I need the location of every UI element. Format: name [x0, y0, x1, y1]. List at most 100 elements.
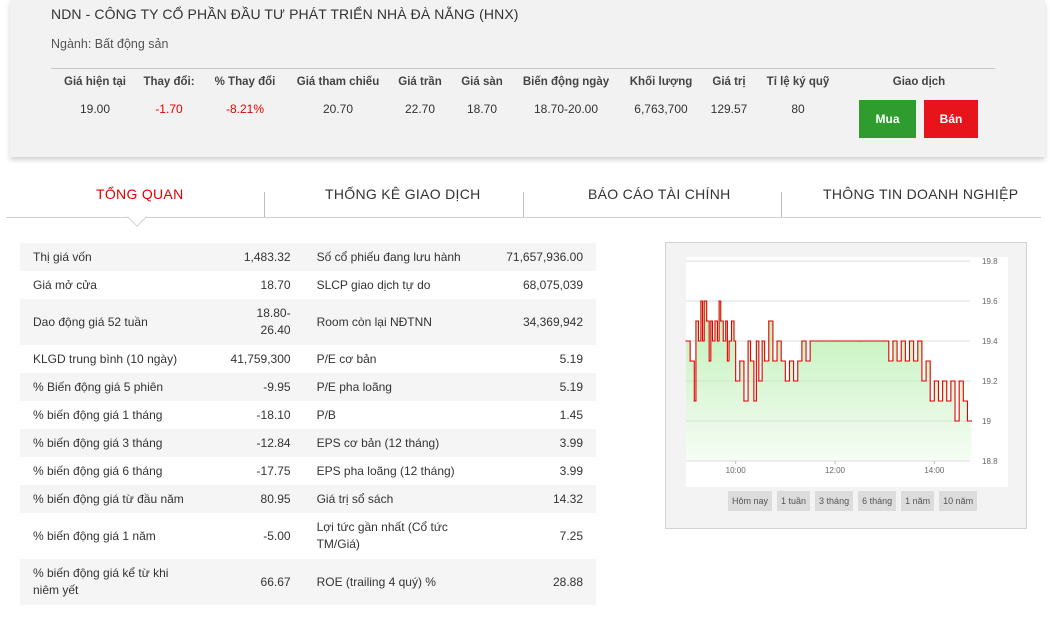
price-point [970, 420, 973, 422]
price-point [755, 340, 757, 342]
sell-button[interactable]: Bán [924, 100, 978, 138]
row-label: Lợi tức gần nhất (Cổ tức TM/Giá) [303, 513, 494, 559]
period-10-years-button[interactable]: 10 năm [939, 491, 978, 511]
trade-label: Giao dịch [892, 76, 946, 88]
stat-value: -8.21% [225, 102, 265, 116]
row-value: 80.95 [209, 485, 304, 513]
stat-volume: Khối lượng 6,763,700 [624, 76, 698, 116]
row-label: Giá mở cửa [20, 271, 210, 299]
price-point [884, 340, 886, 342]
price-point [805, 360, 807, 362]
price-point [722, 340, 724, 342]
row-label: EPS pha loãng (12 tháng) [303, 457, 494, 485]
row-label: % biến động giá 3 tháng [20, 429, 210, 457]
row-label: P/E pha loãng [303, 373, 494, 401]
price-point [817, 340, 820, 342]
overview-table: Thị giá vốn 1,483.32 Số cổ phiếu đang lư… [20, 243, 596, 605]
price-point [950, 380, 952, 382]
period-3-months-button[interactable]: 3 tháng [815, 491, 854, 511]
stat-label: Tỉ lệ ký quỹ [766, 76, 830, 88]
period-today-button[interactable]: Hôm nay [728, 491, 773, 511]
tab-bar: TỔNG QUAN THỐNG KÊ GIAO DỊCH BÁO CÁO TÀI… [6, 170, 1041, 227]
stat-value: 129.57 [710, 102, 748, 116]
row-value: 41,759,300 [209, 345, 304, 373]
row-value: 71,657,936.00 [493, 243, 596, 271]
price-point [749, 360, 752, 362]
price-point [859, 340, 861, 342]
stat-floor-price: Giá sàn 18.70 [456, 76, 508, 116]
chart-period-selector: Hôm nay 1 tuần 3 tháng 6 tháng 1 năm 10 … [728, 491, 978, 511]
tab-trading-stats[interactable]: THỐNG KÊ GIAO DỊCH [325, 186, 481, 202]
x-tick-label: 14:00 [924, 466, 945, 475]
price-point [725, 320, 727, 322]
price-point [966, 420, 969, 422]
table-row: % biến động giá 6 tháng -17.75 EPS pha l… [20, 457, 596, 485]
period-6-months-button[interactable]: 6 tháng [858, 491, 897, 511]
price-point [743, 400, 745, 402]
stat-label: Thay đổi: [143, 76, 195, 88]
price-point [904, 360, 906, 362]
price-point [809, 340, 811, 342]
stat-ceiling-price: Giá trần 22.70 [396, 76, 444, 116]
stat-reference-price: Giá tham chiếu 20.70 [292, 76, 384, 116]
period-1-year-button[interactable]: 1 năm [901, 491, 935, 511]
tab-financial-reports[interactable]: BÁO CÁO TÀI CHÍNH [588, 186, 731, 202]
price-point [958, 380, 960, 382]
row-value: 7.25 [493, 513, 596, 559]
price-point [706, 320, 708, 322]
price-point [697, 340, 700, 342]
price-point [733, 340, 735, 342]
price-point [888, 360, 890, 362]
row-value: -9.95 [209, 373, 304, 401]
table-row: % biến động giá kể từ khi niêm yết 66.67… [20, 559, 596, 605]
row-value: -5.00 [209, 513, 304, 559]
stat-change: Thay đổi: -1.70 [140, 76, 198, 116]
price-point [780, 360, 782, 362]
row-value: 66.67 [209, 559, 304, 605]
price-point [801, 340, 803, 342]
price-point [784, 380, 786, 382]
price-point [768, 320, 770, 322]
stock-header-card: NDN - CÔNG TY CỔ PHẦN ĐẦU TƯ PHÁT TRIỂN … [10, 0, 1045, 157]
tab-company-info[interactable]: THÔNG TIN DOANH NGHIỆP [823, 186, 1019, 202]
row-value: 34,369,942 [493, 299, 596, 345]
stat-change-percent: % Thay đổi -8.21% [210, 76, 280, 116]
price-point [718, 300, 720, 302]
stat-margin-ratio: Tỉ lệ ký quỹ 80 [762, 76, 834, 116]
buy-button[interactable]: Mua [859, 100, 916, 138]
stat-label: Giá trị [712, 76, 746, 88]
price-point [896, 360, 898, 362]
price-point [921, 380, 923, 382]
price-point [908, 340, 911, 342]
row-label: Dao động giá 52 tuần [20, 299, 210, 345]
stat-value: 80 [791, 102, 805, 116]
row-label: P/B [303, 401, 494, 429]
tab-separator [264, 192, 265, 217]
row-label: Số cổ phiếu đang lưu hành [303, 243, 494, 271]
table-row: % biến động giá 1 tháng -18.10 P/B 1.45 [20, 401, 596, 429]
row-label: KLGD trung bình (10 ngày) [20, 345, 210, 373]
price-point [954, 420, 956, 422]
tab-overview[interactable]: TỔNG QUAN [96, 186, 184, 202]
table-row: Thị giá vốn 1,483.32 Số cổ phiếu đang lư… [20, 243, 596, 271]
row-value: -18.10 [209, 401, 304, 429]
row-value: 5.19 [493, 373, 596, 401]
table-row: Dao động giá 52 tuần 18.80- 26.40 Room c… [20, 299, 596, 345]
row-label: % biến động giá kể từ khi niêm yết [20, 559, 210, 605]
row-value: 5.19 [493, 345, 596, 373]
price-chart-panel: 18.8 19 19.2 19.4 19.6 19.8 10:00 12:00 14:00 Hô… [665, 242, 1027, 529]
price-point [900, 340, 902, 342]
intraday-price-chart: 18.8 19 19.2 19.4 19.6 19.8 10:00 12:00 14:00 [685, 257, 1008, 487]
stat-value: 22.70 [404, 102, 436, 116]
row-value: 18.70 [209, 271, 304, 299]
period-1-week-button[interactable]: 1 tuần [777, 491, 811, 511]
price-point [834, 340, 836, 342]
price-point [716, 340, 719, 342]
price-point [708, 360, 710, 362]
price-point [753, 400, 755, 402]
row-value: 1,483.32 [209, 243, 304, 271]
price-point [917, 340, 919, 342]
row-label: % biến động giá từ đầu năm [20, 485, 210, 513]
price-point [726, 360, 728, 362]
price-point [735, 380, 737, 382]
